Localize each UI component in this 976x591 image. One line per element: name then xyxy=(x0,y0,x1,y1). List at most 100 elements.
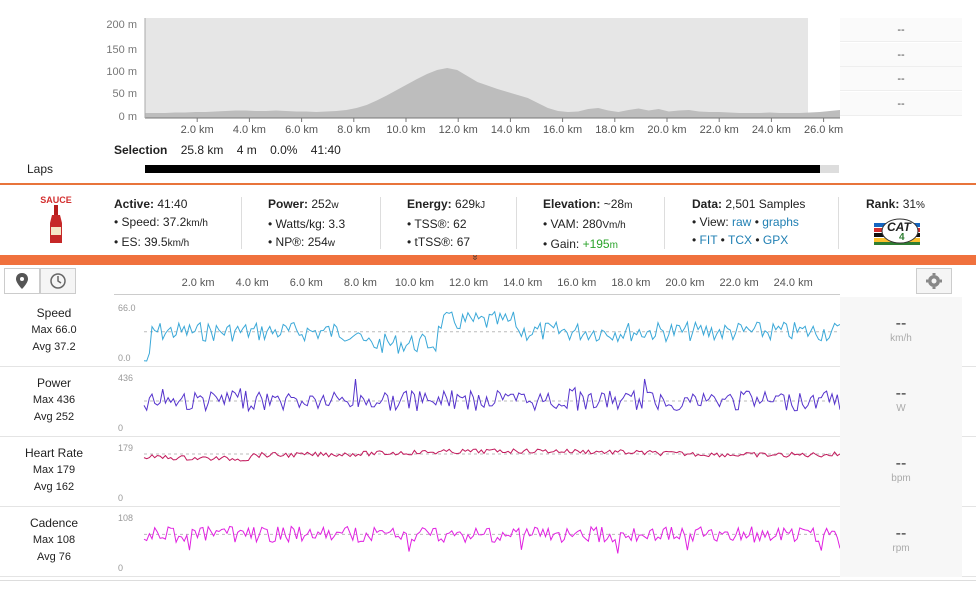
graph-x-label: 8.0 km xyxy=(343,277,377,289)
elevation-label: Elevation: xyxy=(543,197,601,211)
graph-x-label: 22.0 km xyxy=(719,277,759,289)
elev-ylabel: 100 m xyxy=(106,66,137,78)
map-pin-icon xyxy=(16,273,28,289)
graph-name: Heart Rate xyxy=(24,446,84,460)
graph-trace-svg xyxy=(143,378,840,413)
laps-label: Laps xyxy=(27,162,54,176)
graphs-link[interactable]: graphs xyxy=(762,215,799,229)
elev-side-value: -- xyxy=(840,67,962,91)
elev-ylabel: 50 m xyxy=(112,88,137,100)
es-stat: • ES: 39.5 xyxy=(114,235,168,249)
gear-icon xyxy=(926,273,942,289)
graph-trace xyxy=(143,448,840,462)
graph-label: Cadence Max 108 Avg 76 xyxy=(0,515,108,566)
active-value: 41:40 xyxy=(157,197,188,211)
cat-badge-icon[interactable]: CAT 4 xyxy=(872,215,922,245)
graph-plot[interactable]: 66.0 0.0 xyxy=(114,297,840,367)
graph-trace xyxy=(143,525,840,554)
stat-data: Data: 2,501 Samples • View: raw • graphs… xyxy=(692,197,806,247)
elev-x-label: 22.0 km xyxy=(699,124,739,136)
fit-link[interactable]: FIT xyxy=(699,233,718,247)
elev-x-label: 2.0 km xyxy=(180,124,214,136)
elev-side-value: -- xyxy=(840,43,962,67)
bottom-border xyxy=(0,580,976,581)
vam-unit: Vm/h xyxy=(602,220,626,231)
graph-row-speed[interactable]: Speed Max 66.0 Avg 37.2 66.0 0.0 -- km/h xyxy=(0,297,976,367)
stat-elevation: Elevation: ~28m • VAM: 280Vm/h • Gain: +… xyxy=(543,195,632,255)
selection-grade: 0.0% xyxy=(270,143,298,157)
np-stat: • NP®: 254 xyxy=(268,235,328,249)
graph-unit: W xyxy=(896,403,906,414)
speed-stat: • Speed: 37.2 xyxy=(114,215,187,229)
graph-max: Max 108 xyxy=(32,534,76,546)
graph-trace-svg xyxy=(143,310,840,362)
graph-unit: km/h xyxy=(890,333,912,344)
graph-trace-svg xyxy=(143,525,840,554)
graph-row-cadence[interactable]: Cadence Max 108 Avg 76 108 0 -- rpm xyxy=(0,507,976,577)
graph-row-heart-rate[interactable]: Heart Rate Max 179 Avg 162 179 0 -- bpm xyxy=(0,437,976,507)
graph-x-label: 2.0 km xyxy=(181,277,215,289)
view-label: • View: xyxy=(692,215,729,229)
ttss-stat: • tTSS®: 67 xyxy=(407,235,471,249)
map-pin-button[interactable] xyxy=(4,268,40,294)
graph-trace xyxy=(143,378,840,413)
rank-unit: % xyxy=(916,200,925,211)
elev-x-label: 12.0 km xyxy=(438,124,478,136)
graph-max: Max 66.0 xyxy=(31,324,77,336)
elev-x-label: 18.0 km xyxy=(595,124,635,136)
elev-side-value: -- xyxy=(840,18,962,42)
divider xyxy=(516,197,517,249)
elev-x-label: 6.0 km xyxy=(285,124,319,136)
energy-label: Energy: xyxy=(407,197,452,211)
elev-x-label: 16.0 km xyxy=(543,124,583,136)
gpx-link[interactable]: GPX xyxy=(762,233,789,247)
graph-value: -- xyxy=(895,525,907,542)
energy-unit: kJ xyxy=(475,200,486,211)
settings-button[interactable] xyxy=(916,268,952,294)
graph-axis-max: 179 xyxy=(118,443,134,453)
vam-stat: • VAM: 280 xyxy=(543,217,603,231)
stat-energy: Energy: 629kJ • TSS®: 62 • tTSS®: 67 xyxy=(407,195,485,251)
graph-axis-min: 0 xyxy=(118,423,124,433)
selection-label: Selection xyxy=(114,143,168,157)
elev-ylabel: 0 m xyxy=(118,111,137,123)
data-value: 2,501 Samples xyxy=(725,197,806,211)
stat-active: Active: 41:40 • Speed: 37.2km/h • ES: 39… xyxy=(114,195,208,253)
graph-value: -- xyxy=(895,455,907,472)
graph-row-power[interactable]: Power Max 436 Avg 252 436 0 -- W xyxy=(0,367,976,437)
elevation-unit: m xyxy=(624,200,633,211)
sauce-logo[interactable]: SAUCE xyxy=(26,195,86,250)
graph-x-label: 18.0 km xyxy=(611,277,651,289)
graph-name: Speed xyxy=(36,306,72,320)
graph-hover-value: -- rpm xyxy=(840,507,962,577)
collapse-icon[interactable]: » xyxy=(469,254,481,261)
graph-x-label: 16.0 km xyxy=(557,277,597,289)
graph-axis-min: 0 xyxy=(118,563,124,573)
selection-elevation: 4 m xyxy=(236,143,257,157)
graph-plot[interactable]: 108 0 xyxy=(114,507,840,577)
raw-link[interactable]: raw xyxy=(732,215,752,229)
es-unit: km/h xyxy=(167,238,190,249)
graph-value: -- xyxy=(895,315,907,332)
tcx-link[interactable]: TCX xyxy=(727,233,752,247)
graph-x-label: 14.0 km xyxy=(503,277,543,289)
graph-plot[interactable]: 436 0 xyxy=(114,367,840,437)
power-unit: w xyxy=(331,200,339,211)
graph-x-label: 24.0 km xyxy=(773,277,813,289)
elev-x-label: 4.0 km xyxy=(232,124,266,136)
graph-trace-svg xyxy=(143,448,840,462)
elevation-plot[interactable] xyxy=(0,0,976,140)
graph-axis-min: 0 xyxy=(118,493,124,503)
rank-label: Rank: xyxy=(866,197,900,211)
graph-value: -- xyxy=(895,385,907,402)
graph-label: Power Max 436 Avg 252 xyxy=(0,375,108,426)
graph-x-label: 6.0 km xyxy=(289,277,323,289)
lap-bar[interactable] xyxy=(145,165,820,173)
elev-ylabel: 200 m xyxy=(106,19,137,31)
collapse-bar[interactable]: » xyxy=(0,255,976,265)
graph-plot[interactable]: 179 0 xyxy=(114,437,840,507)
graph-hover-value: -- W xyxy=(840,367,962,437)
speed-unit: km/h xyxy=(186,218,208,229)
graph-hover-value: -- km/h xyxy=(840,297,962,367)
clock-button[interactable] xyxy=(40,268,76,294)
